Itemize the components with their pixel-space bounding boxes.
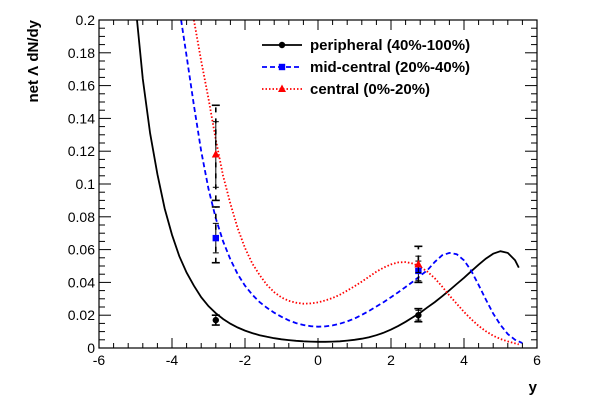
data-point-series-0 <box>212 316 219 324</box>
series-line-0 <box>136 20 520 343</box>
y-tick-label: 0 <box>87 340 95 356</box>
series-line-1 <box>180 20 523 344</box>
legend-label: central (0%-20%) <box>310 81 430 98</box>
legend-entry-2: central (0%-20%) <box>262 81 430 98</box>
y-tick-label: 0.18 <box>68 45 95 61</box>
data-point-series-2 <box>414 259 423 268</box>
x-tick-label: -2 <box>239 352 252 368</box>
y-tick-label: 0.08 <box>68 209 95 225</box>
y-tick-label: 0.12 <box>68 143 95 159</box>
legend-entry-0: peripheral (40%-100%) <box>262 37 470 54</box>
x-tick-label: 6 <box>533 352 541 368</box>
x-tick-label: 4 <box>460 352 468 368</box>
y-axis-label: net Λ dN/dy <box>25 19 42 102</box>
x-tick-label: 0 <box>314 352 322 368</box>
legend-entry-1: mid-central (20%-40%) <box>262 59 470 76</box>
legend-marker <box>278 84 286 92</box>
x-tick-label: -4 <box>166 352 179 368</box>
y-tick-label: 0.16 <box>68 78 95 94</box>
data-points <box>211 104 423 326</box>
legend-label: peripheral (40%-100%) <box>310 37 470 54</box>
systematic-bracket-1 <box>211 206 220 264</box>
x-tick-label: 2 <box>387 352 395 368</box>
legend-label: mid-central (20%-40%) <box>310 59 470 76</box>
axes: -6 -4 -2 0 2 4 6 0 0.02 0.04 0.06 0.08 0.1 0.12 0.14 0.… <box>68 12 541 368</box>
data-point-series-1 <box>212 234 219 242</box>
legend: peripheral (40%-100%) mid-central (20%-40… <box>262 37 470 98</box>
y-tick-label: 0.14 <box>68 110 95 126</box>
systematic-bracket-4 <box>414 245 423 284</box>
x-axis-label: y <box>529 379 538 396</box>
data-point-series-2 <box>211 149 220 158</box>
y-tick-label: 0.04 <box>68 274 95 290</box>
y-tick-label: 0.06 <box>68 242 95 258</box>
data-point-series-0 <box>415 312 422 319</box>
y-tick-label: 0.2 <box>76 12 96 28</box>
legend-marker <box>278 63 286 71</box>
legend-marker <box>278 41 286 49</box>
series-line-2 <box>193 20 520 346</box>
x-tick-label: -6 <box>93 352 106 368</box>
y-tick-label: 0.1 <box>76 176 96 192</box>
y-tick-label: 0.02 <box>68 307 95 323</box>
model-curves <box>136 20 523 346</box>
